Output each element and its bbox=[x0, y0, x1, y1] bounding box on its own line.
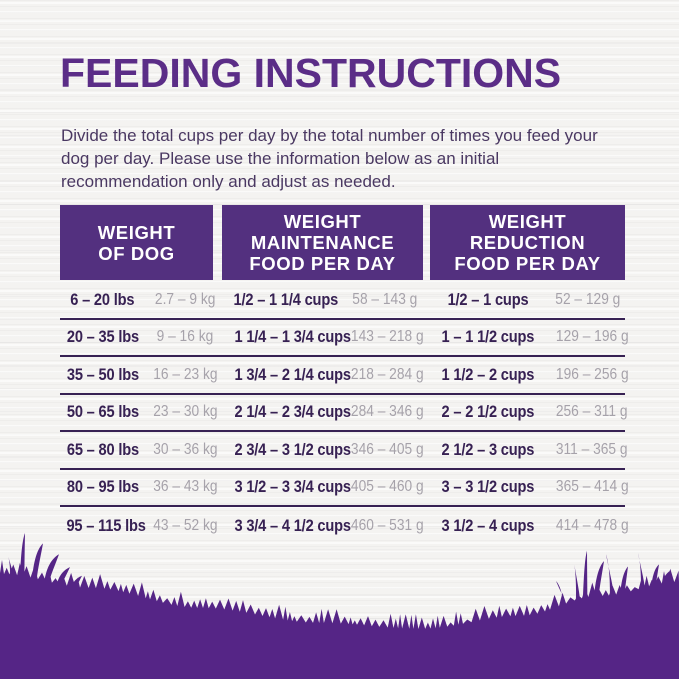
cell-maint-grams: 346 – 405 g bbox=[350, 440, 424, 458]
header-line: WEIGHT bbox=[488, 211, 567, 232]
table-row: 65 – 80 lbs 30 – 36 kg 2 3/4 – 3 1/2 cup… bbox=[60, 432, 628, 470]
cell-red-cups: 2 1/2 – 3 cups bbox=[441, 439, 534, 459]
cell-weight-kg: 2.7 – 9 kg bbox=[154, 290, 216, 308]
cell-weight-kg: 23 – 30 kg bbox=[152, 403, 218, 421]
cell-red-grams: 196 – 256 g bbox=[555, 365, 629, 383]
cell-weight-lbs: 50 – 65 lbs bbox=[66, 402, 139, 422]
cell-weight-lbs: 80 – 95 lbs bbox=[66, 477, 139, 497]
cell-maint-grams: 143 – 218 g bbox=[350, 328, 424, 346]
cell-weight-kg: 9 – 16 kg bbox=[156, 328, 214, 346]
cell-weight-lbs: 20 – 35 lbs bbox=[66, 327, 139, 347]
cell-weight-kg: 43 – 52 kg bbox=[152, 516, 218, 534]
header-line: FOOD PER DAY bbox=[249, 253, 396, 274]
cell-maint-cups: 1/2 – 1 1/4 cups bbox=[233, 289, 339, 309]
cell-maint-cups: 1 3/4 – 2 1/4 cups bbox=[234, 364, 351, 384]
cell-red-grams: 414 – 478 g bbox=[555, 516, 629, 534]
cell-weight-lbs: 95 – 115 lbs bbox=[66, 515, 146, 535]
header-weight-reduction: WEIGHT REDUCTION FOOD PER DAY bbox=[430, 205, 625, 280]
cell-weight-lbs: 65 – 80 lbs bbox=[66, 439, 139, 459]
table-body: 6 – 20 lbs 2.7 – 9 kg 1/2 – 1 1/4 cups 5… bbox=[60, 282, 629, 545]
cell-red-cups: 2 – 2 1/2 cups bbox=[441, 402, 534, 422]
cell-red-cups: 1 1/2 – 2 cups bbox=[441, 364, 534, 384]
cell-maint-grams: 405 – 460 g bbox=[350, 478, 424, 496]
cell-maint-cups: 2 3/4 – 3 1/2 cups bbox=[234, 439, 351, 459]
header-line: WEIGHT bbox=[283, 211, 362, 232]
header-line: REDUCTION bbox=[469, 232, 586, 253]
cell-weight-lbs: 6 – 20 lbs bbox=[70, 289, 135, 309]
cell-red-grams: 311 – 365 g bbox=[555, 440, 628, 458]
cell-red-grams: 129 – 196 g bbox=[555, 328, 629, 346]
page-title: FEEDING INSTRUCTIONS bbox=[60, 50, 562, 96]
cell-maint-grams: 284 – 346 g bbox=[350, 403, 424, 421]
header-line: FOOD PER DAY bbox=[454, 253, 601, 274]
header-weight-maintenance: WEIGHT MAINTENANCE FOOD PER DAY bbox=[222, 205, 423, 280]
cell-weight-kg: 36 – 43 kg bbox=[152, 478, 218, 496]
table-row: 80 – 95 lbs 36 – 43 kg 3 1/2 – 3 3/4 cup… bbox=[60, 470, 629, 507]
cell-maint-grams: 460 – 531 g bbox=[350, 516, 424, 534]
cell-red-grams: 52 – 129 g bbox=[555, 290, 621, 308]
cell-weight-lbs: 35 – 50 lbs bbox=[66, 364, 139, 384]
table-row: 35 – 50 lbs 16 – 23 kg 1 3/4 – 2 1/4 cup… bbox=[60, 357, 629, 395]
cell-maint-grams: 58 – 143 g bbox=[352, 290, 418, 308]
table-row: 95 – 115 lbs 43 – 52 kg 3 3/4 – 4 1/2 cu… bbox=[60, 507, 629, 545]
cell-red-grams: 365 – 414 g bbox=[555, 478, 629, 496]
cell-red-cups: 3 – 3 1/2 cups bbox=[441, 477, 534, 497]
header-weight-of-dog: WEIGHT OF DOG bbox=[60, 205, 213, 280]
cell-weight-kg: 30 – 36 kg bbox=[152, 440, 218, 458]
table-row: 50 – 65 lbs 23 – 30 kg 2 1/4 – 2 3/4 cup… bbox=[60, 395, 628, 432]
cell-red-grams: 256 – 311 g bbox=[555, 403, 628, 421]
header-line: WEIGHT bbox=[97, 221, 176, 243]
header-line: OF DOG bbox=[98, 242, 175, 264]
cell-maint-cups: 2 1/4 – 2 3/4 cups bbox=[234, 402, 351, 422]
cell-weight-kg: 16 – 23 kg bbox=[152, 365, 218, 383]
intro-text: Divide the total cups per day by the tot… bbox=[61, 126, 598, 191]
grass-silhouette bbox=[0, 533, 679, 679]
cell-red-cups: 1/2 – 1 cups bbox=[447, 289, 528, 309]
feeding-table: WEIGHT OF DOG WEIGHT MAINTENANCE FOOD PE… bbox=[60, 205, 629, 545]
header-line: MAINTENANCE bbox=[250, 232, 395, 253]
cell-red-cups: 1 – 1 1/2 cups bbox=[441, 327, 534, 347]
table-row: 20 – 35 lbs 9 – 16 kg 1 1/4 – 1 3/4 cups… bbox=[60, 320, 629, 357]
cell-red-cups: 3 1/2 – 4 cups bbox=[441, 515, 534, 535]
table-header-row: WEIGHT OF DOG WEIGHT MAINTENANCE FOOD PE… bbox=[60, 205, 625, 280]
cell-maint-cups: 3 1/2 – 3 3/4 cups bbox=[234, 477, 351, 497]
cell-maint-cups: 3 3/4 – 4 1/2 cups bbox=[234, 515, 351, 535]
cell-maint-cups: 1 1/4 – 1 3/4 cups bbox=[234, 327, 351, 347]
cell-maint-grams: 218 – 284 g bbox=[350, 365, 424, 383]
table-row: 6 – 20 lbs 2.7 – 9 kg 1/2 – 1 1/4 cups 5… bbox=[60, 282, 625, 320]
